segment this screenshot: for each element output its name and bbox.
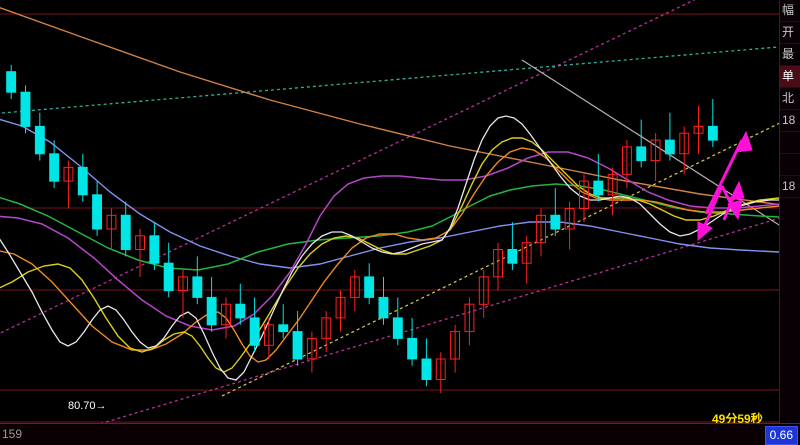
candle-body xyxy=(278,324,289,333)
candle-body xyxy=(664,139,675,155)
trendline-magenta-upper xyxy=(0,0,696,334)
candle-body xyxy=(450,331,461,360)
candle-body xyxy=(607,173,618,196)
candle-body xyxy=(536,214,546,244)
chart-canvas xyxy=(0,0,780,424)
candle-body xyxy=(192,276,203,298)
arrow-head-up-2 xyxy=(729,180,745,201)
price-axis-label-2[interactable]: 18 xyxy=(780,176,800,198)
arrow-shaft-down-2 xyxy=(700,185,724,233)
trendline-group xyxy=(0,0,780,424)
candle-body xyxy=(34,125,45,155)
candle-body xyxy=(106,214,117,230)
ma-line-30 xyxy=(0,151,780,331)
order-row[interactable]: 单 xyxy=(780,66,800,88)
candle-body xyxy=(421,358,432,380)
candle-body xyxy=(707,125,718,141)
candle-body xyxy=(521,242,532,264)
candle-body xyxy=(564,208,575,230)
candle-body xyxy=(435,358,446,380)
candle-body xyxy=(135,235,146,251)
trendline-teal-dashed xyxy=(0,46,780,114)
candle-body xyxy=(579,180,589,210)
trendline-magenta-rising xyxy=(97,217,780,424)
candle-body xyxy=(206,296,217,326)
ma-line-5 xyxy=(0,115,779,381)
status-bar: 159 0.66 xyxy=(0,423,800,445)
quote-info-sidebar[interactable]: 幅开最单北 18 18 xyxy=(779,0,800,424)
candle-body xyxy=(163,262,174,292)
candle-body xyxy=(149,235,160,264)
arrow-head-up-1 xyxy=(735,130,753,153)
ma-line-10 xyxy=(0,137,780,373)
candle-body xyxy=(292,331,303,360)
chart-plot-area[interactable]: 80.70→ 49分59秒 xyxy=(0,0,780,424)
status-left-value: 159 xyxy=(2,427,23,441)
candle-body xyxy=(392,317,403,339)
candle-body xyxy=(464,303,475,333)
candle-body xyxy=(264,324,274,346)
annotation-arrows[interactable] xyxy=(697,130,753,242)
candle-body xyxy=(306,337,317,360)
candle-body xyxy=(636,146,647,162)
sidebar-spacer-1[interactable] xyxy=(780,132,800,154)
candle-body xyxy=(679,132,690,155)
candlestick-series xyxy=(6,64,718,394)
arrow-head-down-2 xyxy=(697,221,713,242)
candle-body xyxy=(92,194,102,230)
candle-body xyxy=(335,296,346,319)
candle-body xyxy=(63,166,74,182)
candle-body xyxy=(693,125,704,134)
candle-body xyxy=(593,180,604,196)
candle-body xyxy=(221,303,231,326)
candle-body xyxy=(235,303,246,319)
candle-body xyxy=(178,276,189,292)
ma-line-250 xyxy=(0,7,780,206)
candle-body xyxy=(77,166,88,196)
countdown-timer: 49分59秒 xyxy=(712,412,763,424)
candle-body xyxy=(493,249,504,278)
price-gridlines xyxy=(0,13,780,423)
candle-body xyxy=(364,276,375,298)
candle-body xyxy=(349,276,360,298)
ma-line-20 xyxy=(0,147,780,363)
low-price-marker: 80.70→ xyxy=(68,400,107,412)
amplitude-row[interactable]: 幅 xyxy=(780,0,800,22)
north-row[interactable]: 北 xyxy=(780,88,800,110)
candle-body xyxy=(321,317,332,339)
candle-body xyxy=(507,249,518,264)
high-row[interactable]: 最 xyxy=(780,44,800,66)
candle-body xyxy=(378,296,389,319)
candle-body xyxy=(550,214,561,230)
sidebar-spacer-2[interactable] xyxy=(780,154,800,176)
open-row[interactable]: 开 xyxy=(780,22,800,44)
candle-body xyxy=(622,146,632,175)
ma-line-120 xyxy=(0,118,780,269)
candle-body xyxy=(120,214,131,251)
candle-body xyxy=(478,276,489,305)
candle-body xyxy=(20,91,31,127)
candle-body xyxy=(6,71,17,93)
price-axis-label-1[interactable]: 18 xyxy=(780,110,800,132)
candle-body xyxy=(49,153,60,182)
arrow-head-down-1 xyxy=(727,199,743,221)
status-badge[interactable]: 0.66 xyxy=(764,426,798,445)
candle-body xyxy=(407,337,418,360)
candle-body xyxy=(249,317,260,346)
candle-body xyxy=(650,139,661,162)
